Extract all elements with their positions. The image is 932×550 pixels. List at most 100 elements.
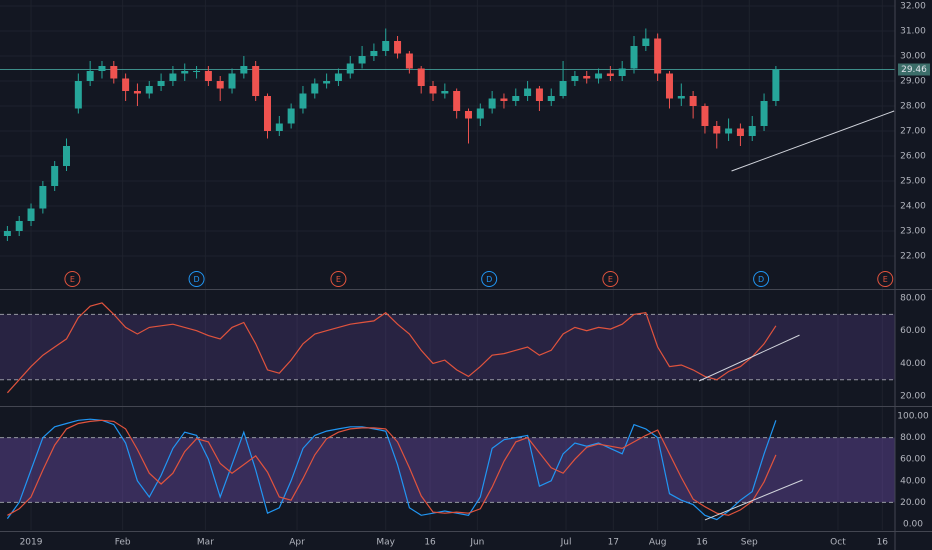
- trendline: [698, 334, 800, 382]
- candle-body: [772, 69, 780, 101]
- event-label: D: [486, 275, 492, 284]
- candle-body: [240, 66, 248, 74]
- candle-body: [713, 126, 721, 134]
- y-tick-label: 60.00: [900, 455, 926, 465]
- x-tick-label: Apr: [289, 538, 305, 548]
- candle-body: [701, 106, 709, 126]
- candle-body: [429, 86, 437, 94]
- candle-body: [394, 41, 402, 54]
- x-tick-label: 2019: [20, 538, 43, 548]
- event-label: D: [758, 275, 764, 284]
- candle-body: [193, 71, 201, 72]
- event-label: E: [336, 275, 341, 284]
- candle-body: [3, 231, 11, 236]
- candle-body: [405, 53, 413, 69]
- y-tick-label: 28.00: [900, 102, 926, 112]
- series-line: [7, 419, 777, 516]
- y-tick-label: 80.00: [900, 294, 926, 304]
- y-tick-label: 20.00: [900, 392, 926, 402]
- candle-body: [216, 81, 224, 89]
- trendline: [731, 110, 895, 172]
- event-marker: [330, 271, 347, 287]
- candle-body: [145, 86, 153, 94]
- candle-body: [323, 81, 331, 84]
- event-label: E: [608, 275, 613, 284]
- candle-body: [181, 71, 189, 74]
- candle-body: [382, 41, 390, 51]
- y-tick-label: 40.00: [900, 476, 926, 486]
- candle-body: [441, 91, 449, 94]
- y-tick-label: 80.00: [900, 433, 926, 443]
- candle-body: [453, 91, 461, 111]
- candle-body: [642, 38, 650, 46]
- y-tick-label: 29.00: [900, 77, 926, 87]
- candle-body: [15, 221, 23, 231]
- candle-body: [665, 73, 673, 99]
- x-tick-label: 16: [424, 538, 436, 548]
- candle-body: [677, 96, 685, 99]
- event-label: E: [883, 275, 888, 284]
- x-tick-label: Jul: [560, 538, 572, 548]
- x-tick-label: Mar: [197, 538, 214, 548]
- event-label: E: [70, 275, 75, 284]
- candle-body: [275, 123, 283, 131]
- candle-body: [583, 76, 591, 79]
- candle-body: [122, 78, 130, 91]
- candle-body: [98, 66, 106, 71]
- candle-body: [630, 46, 638, 69]
- y-tick-label: 100.00: [897, 411, 929, 421]
- x-tick-label: May: [376, 538, 395, 548]
- candle-body: [39, 186, 47, 209]
- candle-body: [748, 126, 756, 136]
- candle-body: [334, 73, 342, 81]
- candle-body: [27, 208, 35, 221]
- band: [0, 437, 895, 503]
- candle-body: [299, 93, 307, 109]
- candle-body: [358, 56, 366, 64]
- event-marker: [877, 271, 894, 287]
- candle-body: [311, 83, 319, 94]
- y-tick-label: 20.00: [900, 498, 926, 508]
- candle-body: [169, 73, 177, 81]
- candle-body: [228, 73, 236, 89]
- event-marker: [188, 271, 205, 287]
- candle-body: [133, 91, 141, 94]
- candle-body: [512, 96, 520, 101]
- y-tick-label: 30.00: [900, 52, 926, 62]
- x-tick-label: 16: [696, 538, 708, 548]
- y-tick-label: 60.00: [900, 326, 926, 336]
- candle-body: [760, 101, 768, 126]
- candle-body: [547, 96, 555, 101]
- candle-body: [157, 81, 165, 86]
- y-tick-label: 40.00: [900, 359, 926, 369]
- y-tick-label: 31.00: [900, 27, 926, 37]
- y-tick-label: 25.00: [900, 177, 926, 187]
- candle-body: [736, 128, 744, 136]
- x-tick-label: 17: [608, 538, 619, 548]
- last-price-box: [898, 63, 930, 76]
- y-tick-label: 24.00: [900, 202, 926, 212]
- y-tick-label: 0.00: [903, 519, 923, 529]
- candle-body: [287, 108, 295, 124]
- candle-body: [559, 81, 567, 96]
- event-marker: [481, 271, 498, 287]
- y-tick-label: 23.00: [900, 227, 926, 237]
- x-tick-label: 16: [877, 538, 889, 548]
- candle-body: [476, 108, 484, 119]
- candle-body: [263, 96, 271, 131]
- y-tick-label: 26.00: [900, 152, 926, 162]
- x-tick-label: Oct: [830, 538, 846, 548]
- candle-body: [252, 66, 260, 96]
- candle-body: [500, 98, 508, 101]
- event-label: D: [193, 275, 199, 284]
- candle-body: [74, 81, 82, 109]
- x-tick-label: Sep: [741, 538, 758, 548]
- candle-body: [571, 76, 579, 81]
- x-tick-label: Aug: [649, 538, 667, 548]
- candle-body: [725, 128, 733, 134]
- series-line: [6, 302, 777, 394]
- event-marker: [64, 271, 81, 287]
- candle-body: [618, 68, 626, 76]
- band: [0, 314, 895, 380]
